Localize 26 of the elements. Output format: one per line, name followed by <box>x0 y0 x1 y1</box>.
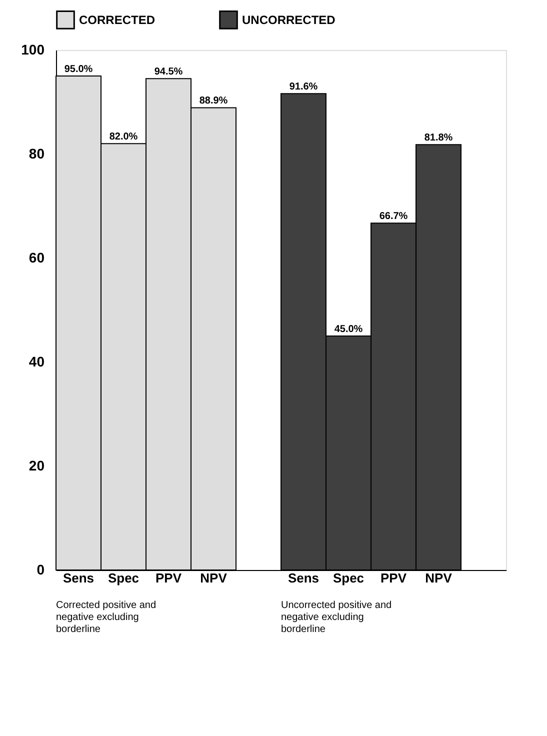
y-tick-label: 0 <box>36 562 45 578</box>
text: Uncorrected positive and negative excluding borderline <box>281 600 392 635</box>
x-tick-label: PPV <box>380 570 407 586</box>
x-tick-label: PPV <box>155 570 182 586</box>
data-label: 95.0% <box>64 64 93 75</box>
x-tick-label: Spec <box>332 570 364 586</box>
x-tick-label: NPV <box>200 570 228 586</box>
y-tick-label: 100 <box>21 42 45 58</box>
x-tick-label: NPV <box>425 570 452 586</box>
y-tick-label: 60 <box>28 250 45 266</box>
legend-label: CORRECTED <box>79 12 156 27</box>
y-tick-label: 40 <box>28 354 45 370</box>
legend-label: UNCORRECTED <box>242 12 336 27</box>
y-tick-label: 80 <box>28 146 45 162</box>
data-label: 81.8% <box>424 132 453 144</box>
x-tick-label: Sens <box>288 570 320 586</box>
data-label: 66.7% <box>379 211 408 222</box>
text: Corrected positive and negative excluding borderline <box>56 600 156 635</box>
data-label: 91.6% <box>289 82 318 93</box>
data-label: 88.9% <box>199 96 228 107</box>
y-tick-label: 20 <box>28 458 45 474</box>
data-label: 94.5% <box>154 66 183 78</box>
x-tick-label: Spec <box>108 570 140 586</box>
data-label: 45.0% <box>334 324 363 335</box>
data-label: 82.0% <box>109 132 138 143</box>
x-tick-label: Sens <box>62 570 94 586</box>
